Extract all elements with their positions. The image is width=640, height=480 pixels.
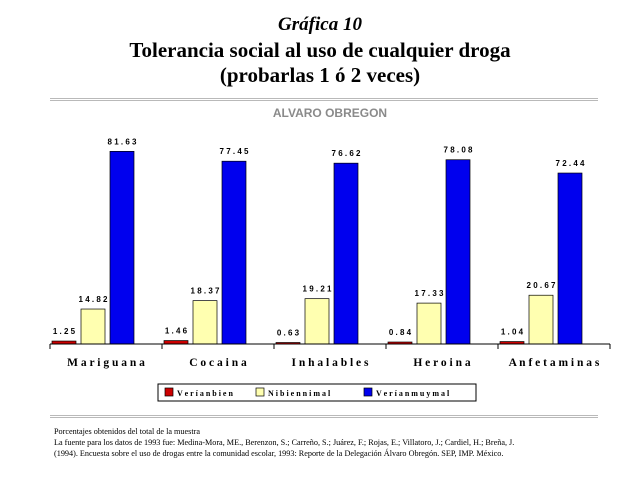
data-labels-group: 1 . 2 5 1 4 . 8 2 8 1 . 6 3 1 . 4 6 1 8 . 3 … xyxy=(53,137,585,337)
title-line-2: (probarlas 1 ó 2 veces) xyxy=(219,63,421,87)
bar-2-1 xyxy=(80,308,106,345)
data-label-2-5: 2 0 . 6 7 xyxy=(527,281,556,290)
legend-swatch-3 xyxy=(363,387,373,397)
data-label-2-4: 1 7 . 3 3 xyxy=(415,289,444,298)
bar-3-4 xyxy=(445,159,471,345)
data-label-1-4: 0 . 8 4 xyxy=(389,328,412,337)
legend-label-3: V e r í a n m u y m a l xyxy=(376,389,450,398)
bottom-divider xyxy=(50,415,598,418)
category-label-5: A n f e t a m i n a s xyxy=(509,357,600,369)
category-label-1: M a r i g u a n a xyxy=(67,357,145,369)
legend-swatch-2 xyxy=(255,387,265,397)
bar-chart: ALVARO OBREGON 1 . 2 5 1 4 . 8 2 8 1 . 6 3… xyxy=(49,106,611,402)
category-labels-group: M a r i g u a n a C o c a i n a I n h a l … xyxy=(67,357,600,369)
data-label-1-5: 1 . 0 4 xyxy=(501,328,524,337)
page-title: Tolerancia social al uso de cualquier dr… xyxy=(0,38,640,88)
data-label-3-4: 7 8 . 0 8 xyxy=(444,146,473,155)
bar-3-5 xyxy=(557,172,583,345)
title-line-1: Tolerancia social al uso de cualquier dr… xyxy=(129,38,511,62)
bars-group xyxy=(51,151,583,345)
data-label-3-2: 7 7 . 4 5 xyxy=(220,147,249,156)
x-ticks-group xyxy=(49,344,611,349)
data-label-3-1: 8 1 . 6 3 xyxy=(108,137,137,146)
legend-swatch-1 xyxy=(164,387,174,397)
legend-label-2: N i b i e n n i m a l xyxy=(268,389,331,398)
data-label-3-3: 7 6 . 6 2 xyxy=(332,149,361,158)
bar-2-5 xyxy=(528,294,554,345)
note-line-3: (1994). Encuesta sobre el uso de drogas … xyxy=(54,449,504,458)
legend-label-1: V e r í a n b i e n xyxy=(177,389,233,398)
top-divider xyxy=(50,98,598,101)
data-label-1-3: 0 . 6 3 xyxy=(277,329,300,338)
data-label-3-5: 7 2 . 4 4 xyxy=(556,159,585,168)
bar-2-3 xyxy=(304,298,330,345)
bar-3-3 xyxy=(333,162,359,345)
bar-3-2 xyxy=(221,160,247,345)
source-notes: Porcentajes obtenidos del total de la mu… xyxy=(54,426,614,459)
data-label-2-3: 1 9 . 2 1 xyxy=(303,285,332,294)
data-label-2-2: 1 8 . 3 7 xyxy=(191,287,220,296)
data-label-1-2: 1 . 4 6 xyxy=(165,327,188,336)
legend-box xyxy=(157,383,477,402)
category-label-4: H e r o i n a xyxy=(413,357,471,369)
data-label-2-1: 1 4 . 8 2 xyxy=(79,295,108,304)
category-label-3: I n h a l a b l e s xyxy=(291,357,369,369)
data-label-1-1: 1 . 2 5 xyxy=(53,327,76,336)
category-label-2: C o c a i n a xyxy=(189,357,247,369)
chart-title: ALVARO OBREGON xyxy=(273,106,387,120)
bar-2-4 xyxy=(416,302,442,345)
note-line-2: La fuente para los datos de 1993 fue: Me… xyxy=(54,438,515,447)
bar-1-2 xyxy=(163,340,189,345)
bar-2-2 xyxy=(192,300,218,345)
figure-number: Gráfica 10 xyxy=(278,14,362,35)
bar-3-1 xyxy=(109,151,135,345)
note-line-1: Porcentajes obtenidos del total de la mu… xyxy=(54,427,200,436)
